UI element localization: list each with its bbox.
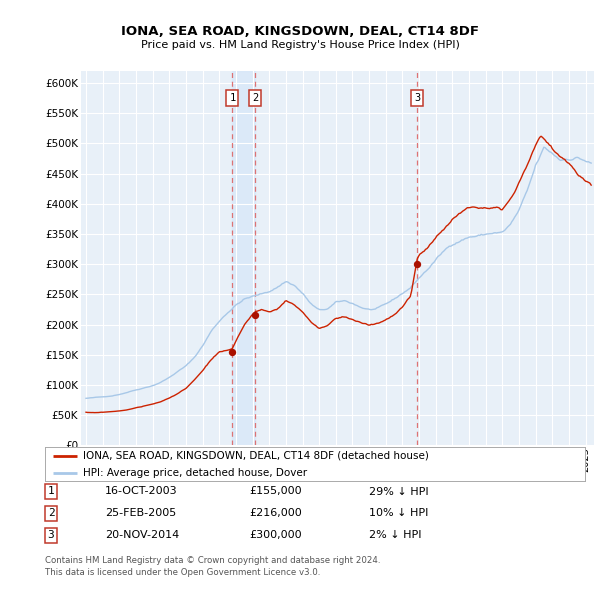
Text: Price paid vs. HM Land Registry's House Price Index (HPI): Price paid vs. HM Land Registry's House … (140, 40, 460, 50)
Text: 1: 1 (229, 93, 236, 103)
Text: HPI: Average price, detached house, Dover: HPI: Average price, detached house, Dove… (83, 468, 307, 478)
Text: 20-NOV-2014: 20-NOV-2014 (105, 530, 179, 540)
Text: £155,000: £155,000 (249, 487, 302, 496)
Text: 10% ↓ HPI: 10% ↓ HPI (369, 509, 428, 518)
Text: 2: 2 (252, 93, 258, 103)
Point (227, 347, 237, 356)
Text: IONA, SEA ROAD, KINGSDOWN, DEAL, CT14 8DF: IONA, SEA ROAD, KINGSDOWN, DEAL, CT14 8D… (121, 25, 479, 38)
Text: 3: 3 (414, 93, 421, 103)
Text: 29% ↓ HPI: 29% ↓ HPI (369, 487, 428, 496)
Text: Contains HM Land Registry data © Crown copyright and database right 2024.: Contains HM Land Registry data © Crown c… (45, 556, 380, 565)
Point (250, 310, 260, 320)
Text: 1: 1 (47, 487, 55, 496)
Bar (232, 71, 255, 445)
Text: 25-FEB-2005: 25-FEB-2005 (105, 509, 176, 518)
Text: £300,000: £300,000 (249, 530, 302, 540)
Text: £216,000: £216,000 (249, 509, 302, 518)
Text: This data is licensed under the Open Government Licence v3.0.: This data is licensed under the Open Gov… (45, 568, 320, 577)
Text: 16-OCT-2003: 16-OCT-2003 (105, 487, 178, 496)
Text: 2% ↓ HPI: 2% ↓ HPI (369, 530, 421, 540)
Text: 3: 3 (47, 530, 55, 540)
Text: IONA, SEA ROAD, KINGSDOWN, DEAL, CT14 8DF (detached house): IONA, SEA ROAD, KINGSDOWN, DEAL, CT14 8D… (83, 451, 428, 461)
Point (412, 260, 422, 269)
Text: 2: 2 (47, 509, 55, 518)
